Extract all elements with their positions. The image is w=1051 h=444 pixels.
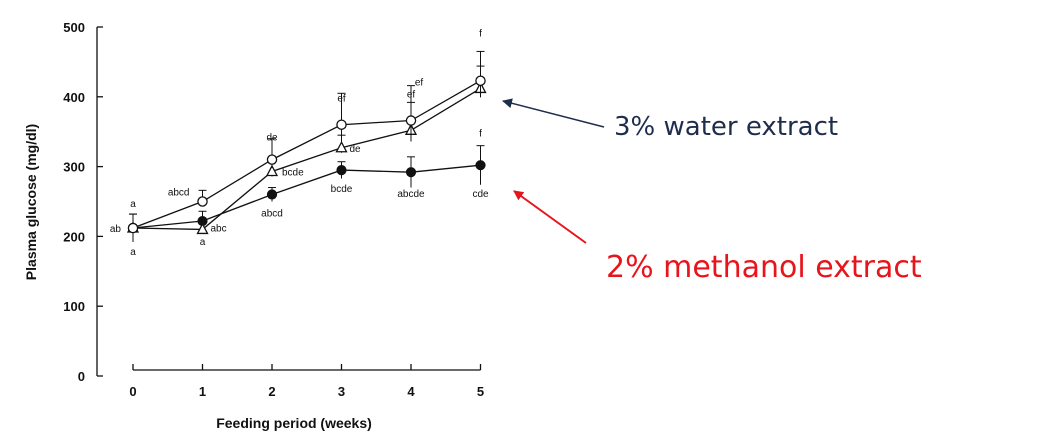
x-axis-title: Feeding period (weeks) bbox=[216, 415, 372, 431]
x-tick-label: 4 bbox=[407, 384, 415, 399]
y-tick-label: 200 bbox=[63, 229, 85, 244]
significance-label: abcd bbox=[168, 188, 190, 199]
x-tick-label: 5 bbox=[477, 384, 484, 399]
series-line bbox=[132, 164, 481, 229]
significance-label: ef bbox=[407, 90, 416, 101]
y-tick-label: 400 bbox=[63, 90, 85, 105]
data-point bbox=[475, 160, 486, 171]
significance-label: ab bbox=[110, 224, 122, 235]
y-axis-title: Plasma glucose (mg/dl) bbox=[23, 124, 39, 280]
data-point bbox=[335, 140, 348, 153]
series-line bbox=[132, 80, 481, 229]
x-tick-label: 0 bbox=[129, 384, 136, 399]
series-group bbox=[126, 50, 487, 242]
series-line bbox=[132, 87, 481, 231]
significance-label: ef bbox=[415, 77, 424, 88]
data-point bbox=[196, 222, 209, 235]
significance-label: cde bbox=[472, 189, 489, 200]
x-tick-label: 2 bbox=[268, 384, 275, 399]
data-point bbox=[336, 164, 347, 176]
data-point bbox=[197, 196, 208, 207]
significance-label: abcd bbox=[261, 209, 283, 220]
data-point bbox=[266, 189, 278, 200]
significance-labels: a abcd de ef ef f ab abc bcde de ef f a a abcd bcde abcd… bbox=[110, 29, 489, 258]
x-tick-label: 3 bbox=[338, 384, 345, 399]
significance-label: a bbox=[130, 247, 136, 258]
significance-label: de bbox=[266, 133, 278, 144]
series bbox=[126, 65, 487, 235]
significance-label: ef bbox=[337, 94, 346, 105]
axes: 0 100 200 300 400 500 0 1 2 3 4 5 bbox=[63, 20, 484, 399]
data-point bbox=[336, 119, 347, 130]
significance-label: a bbox=[200, 237, 206, 248]
significance-label: abcde bbox=[397, 189, 425, 200]
significance-label: bcde bbox=[282, 167, 304, 178]
y-tick-label: 500 bbox=[63, 20, 85, 35]
series bbox=[127, 50, 486, 234]
significance-label: abc bbox=[211, 223, 227, 234]
data-point bbox=[127, 222, 139, 234]
data-point bbox=[266, 154, 278, 165]
methanol-extract-arrow bbox=[513, 190, 587, 244]
data-point bbox=[405, 167, 417, 178]
significance-label: bcde bbox=[331, 184, 353, 195]
data-point bbox=[405, 115, 417, 126]
significance-label: a bbox=[130, 199, 136, 210]
methanol-extract-annotation: 2% methanol extract bbox=[606, 250, 922, 285]
significance-label: f bbox=[479, 128, 482, 139]
y-tick-label: 0 bbox=[78, 369, 85, 384]
y-tick-label: 100 bbox=[63, 299, 85, 314]
significance-label: de bbox=[350, 144, 362, 155]
water-extract-annotation: 3% water extract bbox=[614, 112, 839, 142]
y-tick-label: 300 bbox=[63, 160, 85, 175]
data-point bbox=[475, 75, 486, 86]
significance-label: f bbox=[479, 29, 482, 40]
water-extract-arrow bbox=[502, 98, 605, 128]
x-tick-label: 1 bbox=[199, 384, 206, 399]
data-point bbox=[265, 164, 279, 177]
